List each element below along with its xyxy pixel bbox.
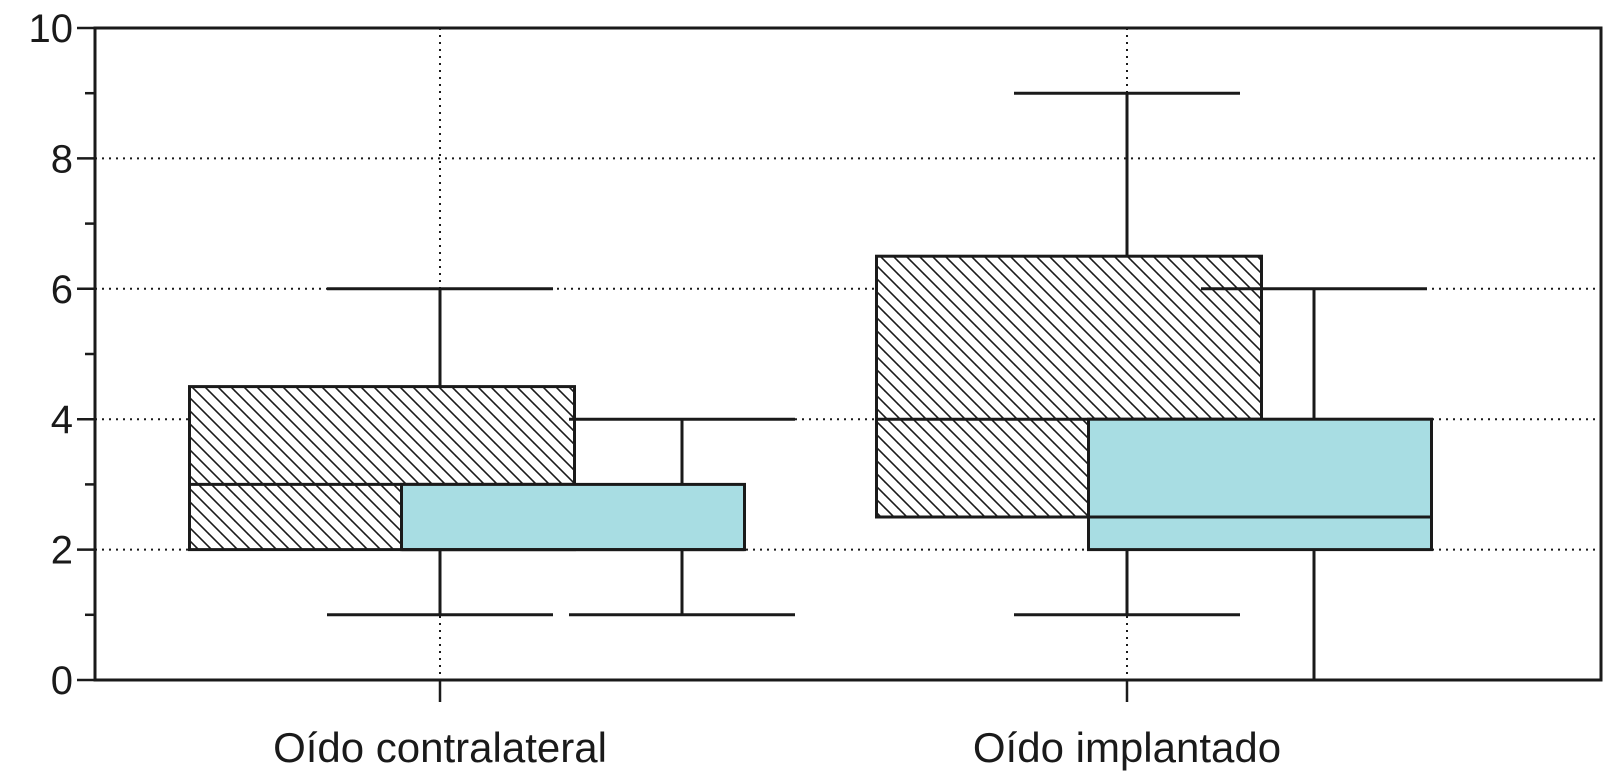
- axis-labels: 0 2 4 6 8 10 Oído contralateral Oído implantado: [29, 7, 1282, 771]
- box-hatched-1: [188, 287, 576, 617]
- series-filled: [400, 287, 1433, 680]
- y-tick-label: 2: [51, 529, 73, 573]
- x-tick-label: Oído contralateral: [273, 724, 607, 771]
- y-tick-label: 0: [51, 659, 73, 703]
- y-tick-label: 10: [29, 7, 74, 51]
- y-tick-label: 4: [51, 398, 73, 442]
- box-body: [1087, 417, 1433, 552]
- plot-frame: [93, 26, 1603, 682]
- x-tick-label: Oído implantado: [973, 724, 1281, 771]
- y-tick-label: 8: [51, 137, 73, 181]
- grid-lines: [95, 28, 1601, 680]
- y-tick-label: 6: [51, 268, 73, 312]
- box-filled-2: [1087, 287, 1433, 680]
- box-body: [400, 482, 746, 552]
- axes: [77, 26, 1603, 702]
- box-filled-1: [400, 417, 795, 617]
- box-series: [188, 91, 1433, 680]
